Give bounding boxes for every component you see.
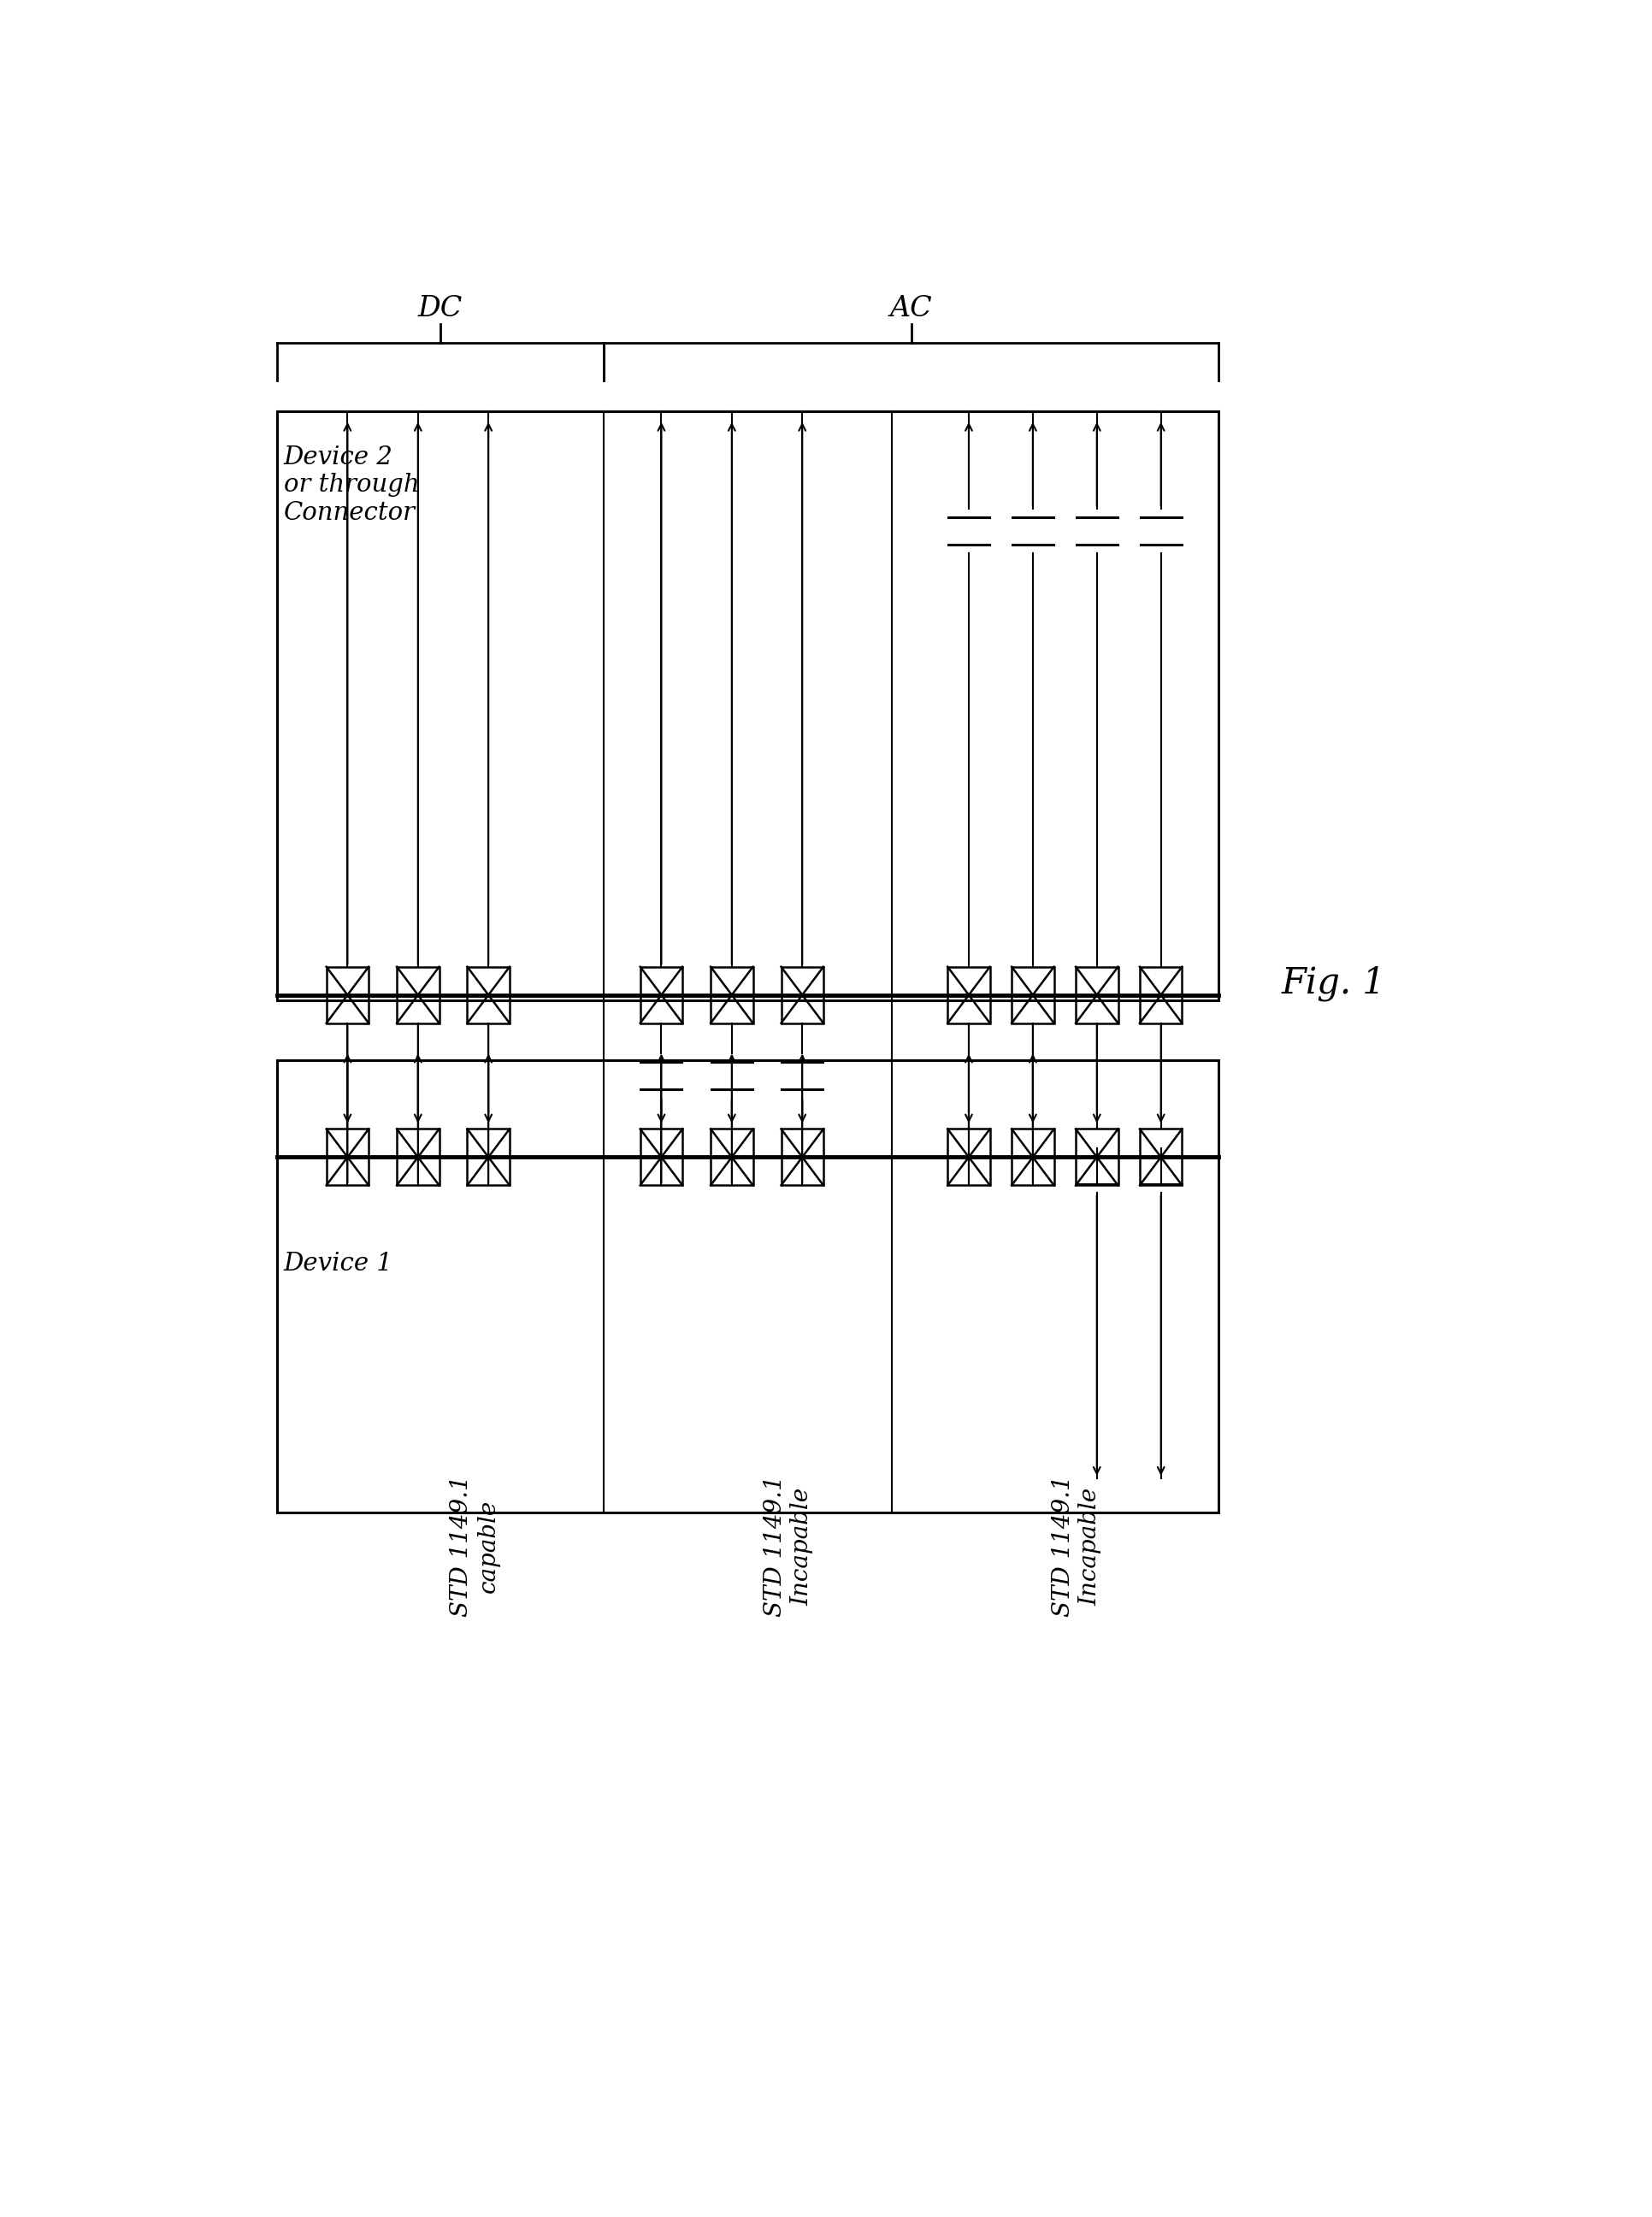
Bar [710,967,753,1022]
Bar [947,1128,990,1186]
Text: STD 1149.1
Incapable: STD 1149.1 Incapable [763,1477,813,1616]
Bar [325,1128,368,1186]
Bar [639,1128,682,1186]
Bar [278,1060,1218,1512]
Bar [781,967,823,1022]
Bar [396,967,439,1022]
Bar [1011,1128,1054,1186]
Bar [781,1128,823,1186]
Bar [639,967,682,1022]
Text: STD 1149.1
capable: STD 1149.1 capable [449,1477,499,1616]
Text: STD 1149.1
Incapable: STD 1149.1 Incapable [1052,1477,1102,1616]
Bar [325,967,368,1022]
Bar [468,967,509,1022]
Bar [278,410,1218,1000]
Bar [468,1128,509,1186]
Bar [396,1128,439,1186]
Text: Fig. 1: Fig. 1 [1280,964,1386,1000]
Bar [1140,967,1181,1022]
Text: Device 2
or through
Connector: Device 2 or through Connector [284,446,420,525]
Bar [1075,967,1117,1022]
Bar [1011,967,1054,1022]
Text: DC: DC [418,295,463,321]
Text: AC: AC [889,295,932,321]
Bar [947,967,990,1022]
Text: Device 1: Device 1 [284,1250,393,1275]
Bar [1140,1128,1181,1186]
Bar [1075,1128,1117,1186]
Bar [710,1128,753,1186]
